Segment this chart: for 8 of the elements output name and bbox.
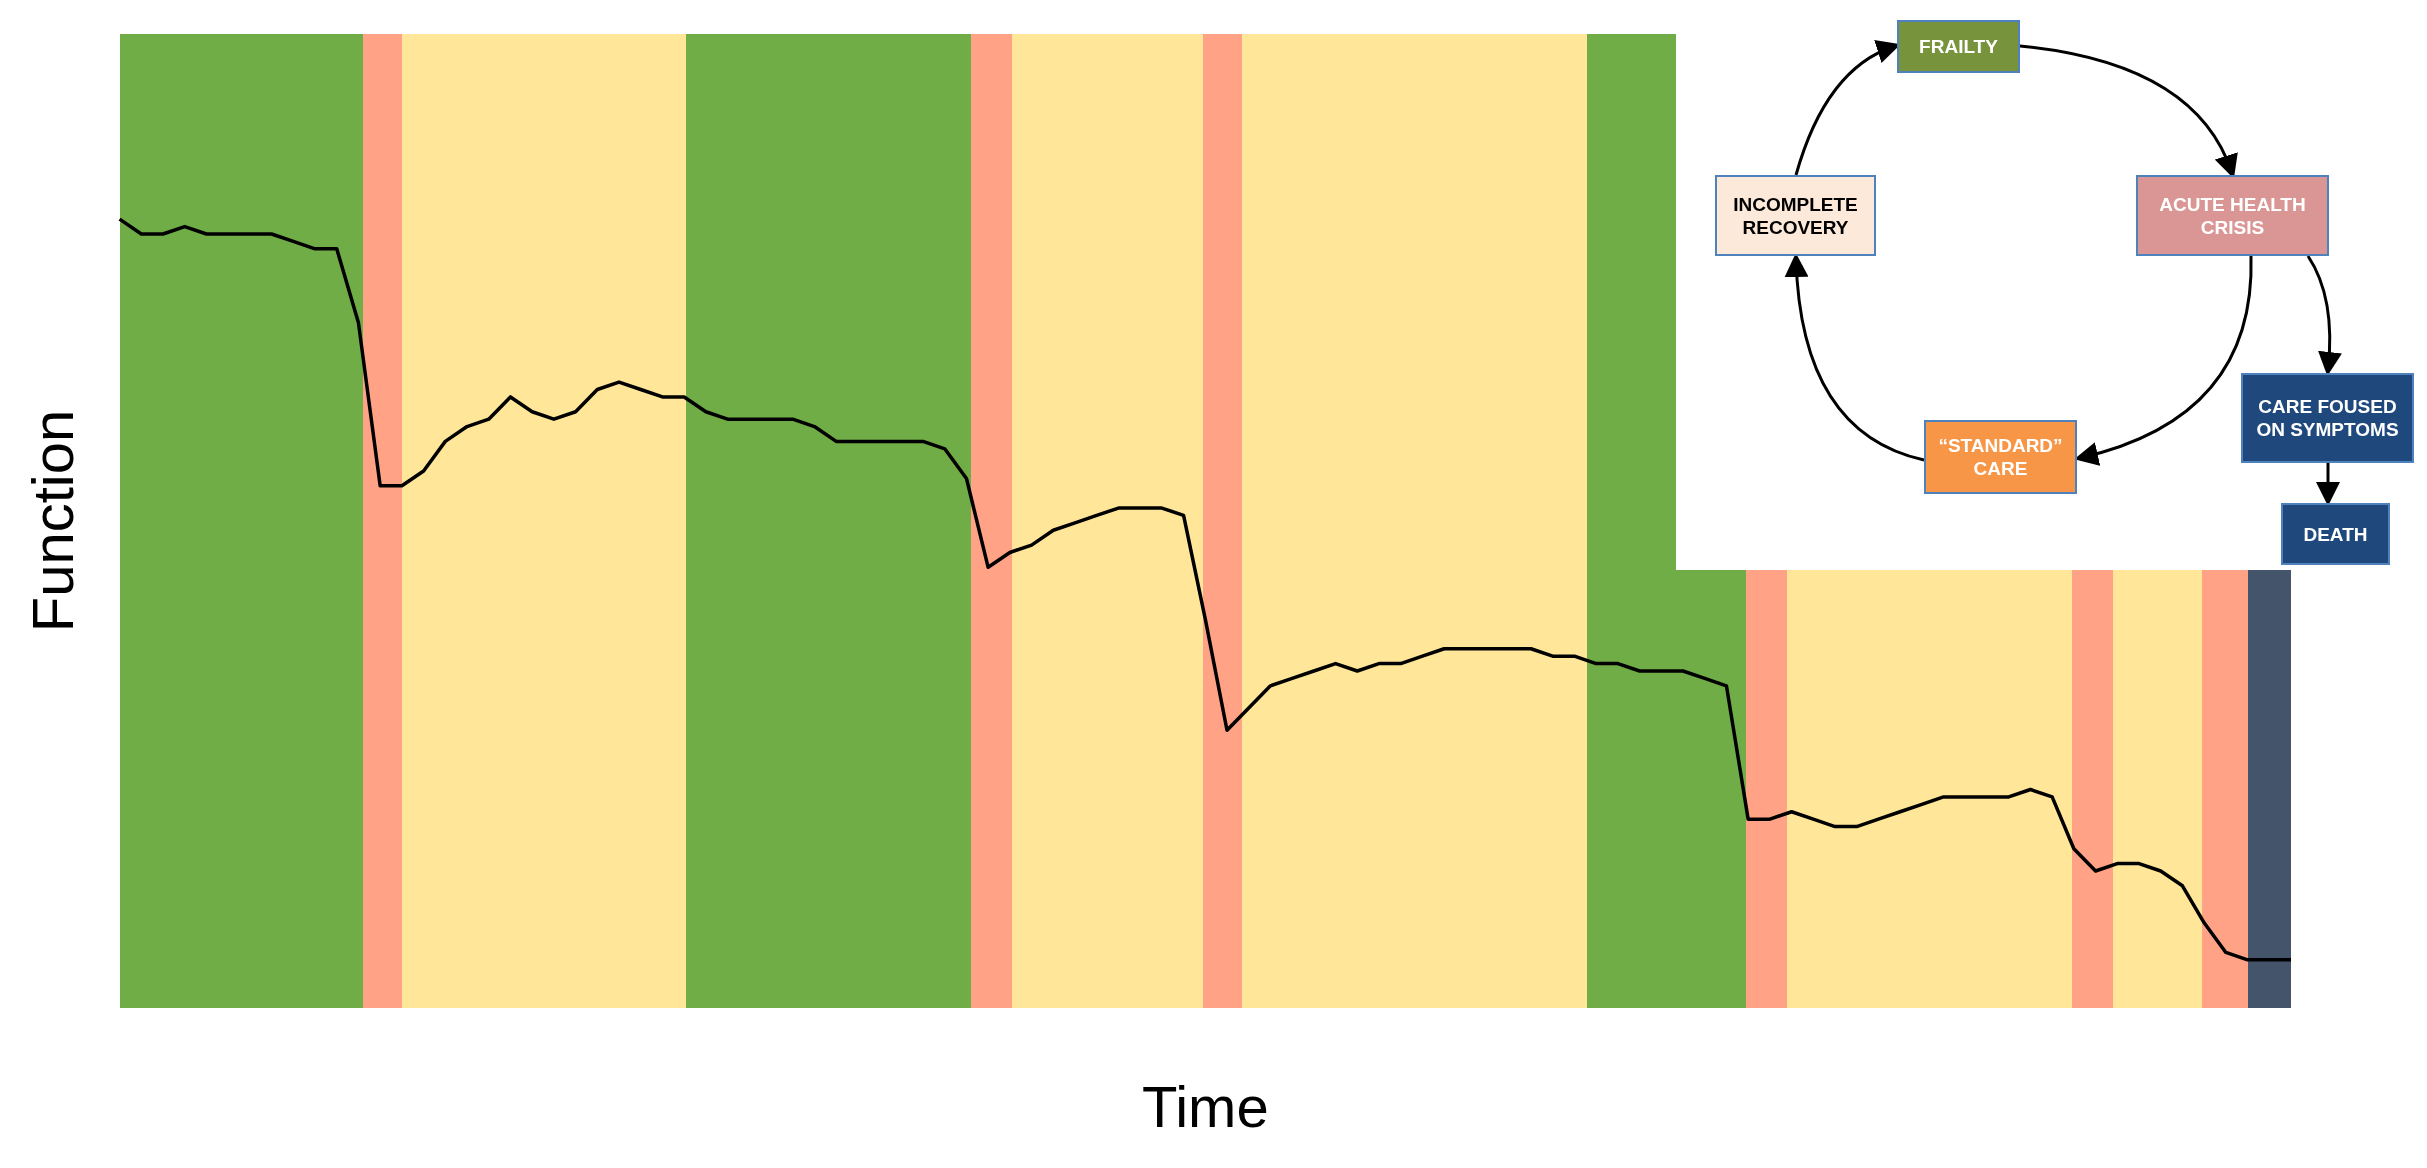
annotation: “STANDARD” CARE <box>1924 420 2077 494</box>
x-axis-title: Time <box>1141 1074 1269 1140</box>
text: FRAILTY <box>1919 36 1998 57</box>
text: DEATH <box>2303 523 2368 545</box>
annotation: CARE FOUSED ON SYMPTOMS <box>2241 373 2414 463</box>
annotation: INCOMPLETE RECOVERY <box>1715 175 1876 256</box>
y-axis-title: Function <box>19 409 85 633</box>
annotation: ACUTE HEALTH CRISIS <box>2136 175 2329 256</box>
